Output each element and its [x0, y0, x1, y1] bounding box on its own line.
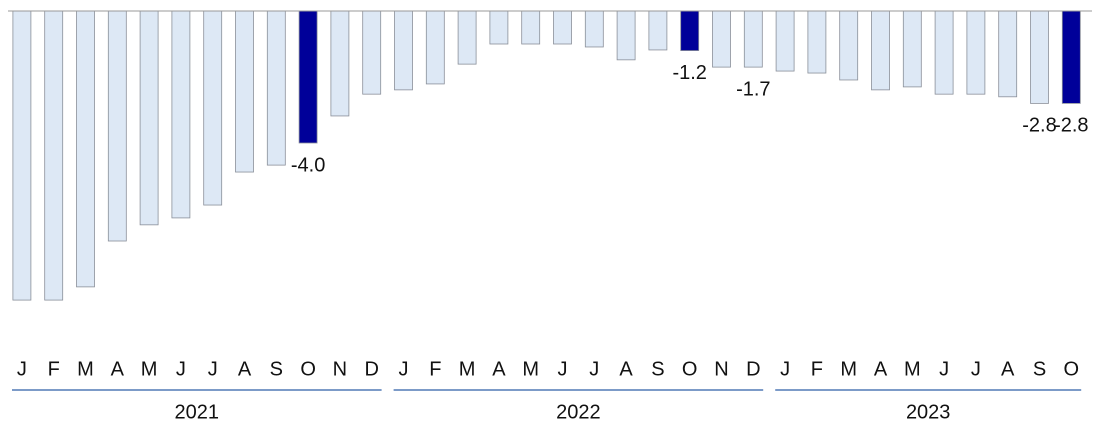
x-tick-label: A [492, 358, 506, 380]
bar [203, 10, 223, 206]
x-tick-label: J [558, 358, 568, 380]
x-tick-label: S [651, 358, 664, 380]
bar [298, 10, 318, 144]
group-label: 2023 [906, 401, 951, 423]
bar [871, 10, 890, 91]
x-tick-label: J [17, 358, 27, 380]
x-tick-label: F [429, 358, 441, 380]
bar [966, 10, 986, 95]
x-tick-label: N [714, 358, 728, 380]
bar [425, 10, 445, 85]
bar [1061, 10, 1081, 104]
x-tick-label: O [1064, 358, 1080, 380]
value-label: -2.8 [1022, 115, 1056, 137]
bar [743, 10, 763, 68]
bar [266, 10, 286, 166]
x-tick-label: J [399, 358, 409, 380]
bar [712, 10, 731, 68]
x-tick-label: M [77, 358, 94, 380]
bar [394, 10, 413, 91]
bar [902, 10, 922, 88]
value-label: -2.8 [1054, 115, 1088, 137]
bar [107, 10, 127, 242]
value-label: -1.7 [736, 78, 770, 100]
group-label: 2021 [175, 401, 220, 423]
bar [934, 10, 954, 95]
bar [998, 10, 1018, 98]
x-tick-label: J [971, 358, 981, 380]
x-tick-label: F [48, 358, 60, 380]
x-tick-label: A [619, 358, 633, 380]
x-tick-label: J [780, 358, 790, 380]
bar [775, 10, 795, 72]
x-tick-label: A [111, 358, 125, 380]
x-tick-label: S [270, 358, 283, 380]
x-tick-label: J [176, 358, 186, 380]
x-tick-label: A [874, 358, 888, 380]
bar [171, 10, 191, 219]
bar [44, 10, 64, 301]
bar [584, 10, 604, 48]
x-tick-label: M [840, 358, 857, 380]
x-tick-label: M [459, 358, 476, 380]
bar [680, 10, 700, 51]
bar [648, 10, 668, 51]
x-tick-label: O [300, 358, 316, 380]
bar [139, 10, 159, 226]
x-tick-label: D [746, 358, 760, 380]
x-tick-label: F [811, 358, 823, 380]
x-tick-label: O [682, 358, 698, 380]
bar [521, 10, 541, 45]
x-tick-label: M [141, 358, 158, 380]
bar [1030, 10, 1049, 104]
x-tick-label: M [904, 358, 921, 380]
x-tick-label: A [1001, 358, 1015, 380]
x-tick-label: J [589, 358, 599, 380]
bar [839, 10, 859, 81]
x-tick-label: A [238, 358, 252, 380]
bar [12, 10, 32, 301]
bar [330, 10, 350, 117]
bar [489, 10, 509, 45]
x-tick-label: M [522, 358, 539, 380]
value-label: -4.0 [291, 154, 325, 176]
bar [235, 10, 254, 173]
bar [457, 10, 477, 65]
x-tick-label: D [364, 358, 378, 380]
x-tick-label: S [1033, 358, 1046, 380]
bar [553, 10, 572, 45]
bar [616, 10, 636, 61]
bar [807, 10, 827, 74]
x-tick-label: J [939, 358, 949, 380]
x-tick-label: J [208, 358, 218, 380]
bar [362, 10, 382, 95]
bar [76, 10, 95, 288]
value-label: -1.2 [672, 62, 706, 84]
x-tick-label: N [333, 358, 347, 380]
group-label: 2022 [556, 401, 601, 423]
